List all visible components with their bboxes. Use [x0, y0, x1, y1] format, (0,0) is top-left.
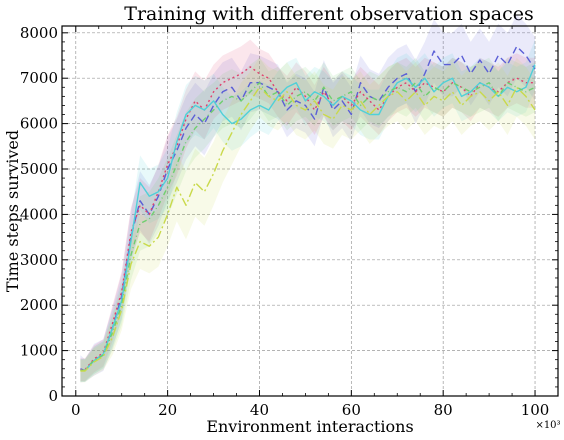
- series-5-line: [80, 86, 536, 372]
- x-tick-label: 0: [71, 401, 81, 419]
- x-tick-label: 100: [521, 401, 550, 419]
- series-4-band: [80, 57, 536, 382]
- x-tick-labels: 0 20 40 60 80 100: [71, 401, 549, 419]
- x-tick-label: 60: [342, 401, 361, 419]
- series-2-line: [80, 66, 535, 371]
- y-tick-label: 3000: [20, 251, 58, 269]
- grid-lines: [62, 26, 558, 397]
- x-tick-label: 40: [250, 401, 269, 419]
- y-tick-label: 6000: [20, 115, 58, 133]
- plot-frame: [61, 25, 559, 397]
- series-5-band: [80, 57, 536, 383]
- y-tick-label: 1000: [20, 342, 58, 360]
- y-tick-label: 8000: [20, 24, 58, 42]
- x-tick-label: 20: [158, 401, 177, 419]
- series-3-band: [80, 39, 536, 382]
- chart-title: Training with different observation spac…: [124, 3, 533, 25]
- y-tick-labels: 0 1000 2000 3000 4000 5000 6000 7000 8000: [20, 24, 58, 405]
- series-4-line: [80, 81, 536, 372]
- x-tick-label: 80: [434, 401, 453, 419]
- y-tick-label: 2000: [20, 296, 58, 314]
- y-tick-label: 4000: [20, 205, 58, 223]
- axis-ticks: [62, 26, 559, 397]
- y-tick-label: 0: [48, 387, 58, 405]
- x-axis-title: Environment interactions: [206, 417, 413, 436]
- y-axis-title: Time steps survived: [3, 130, 22, 292]
- series-lines: [80, 45, 536, 372]
- y-tick-label: 5000: [20, 160, 58, 178]
- series-2-band: [80, 39, 536, 381]
- x-axis-multiplier: ×10³: [535, 420, 560, 431]
- y-tick-label: 7000: [20, 69, 58, 87]
- series-3-line: [80, 64, 536, 372]
